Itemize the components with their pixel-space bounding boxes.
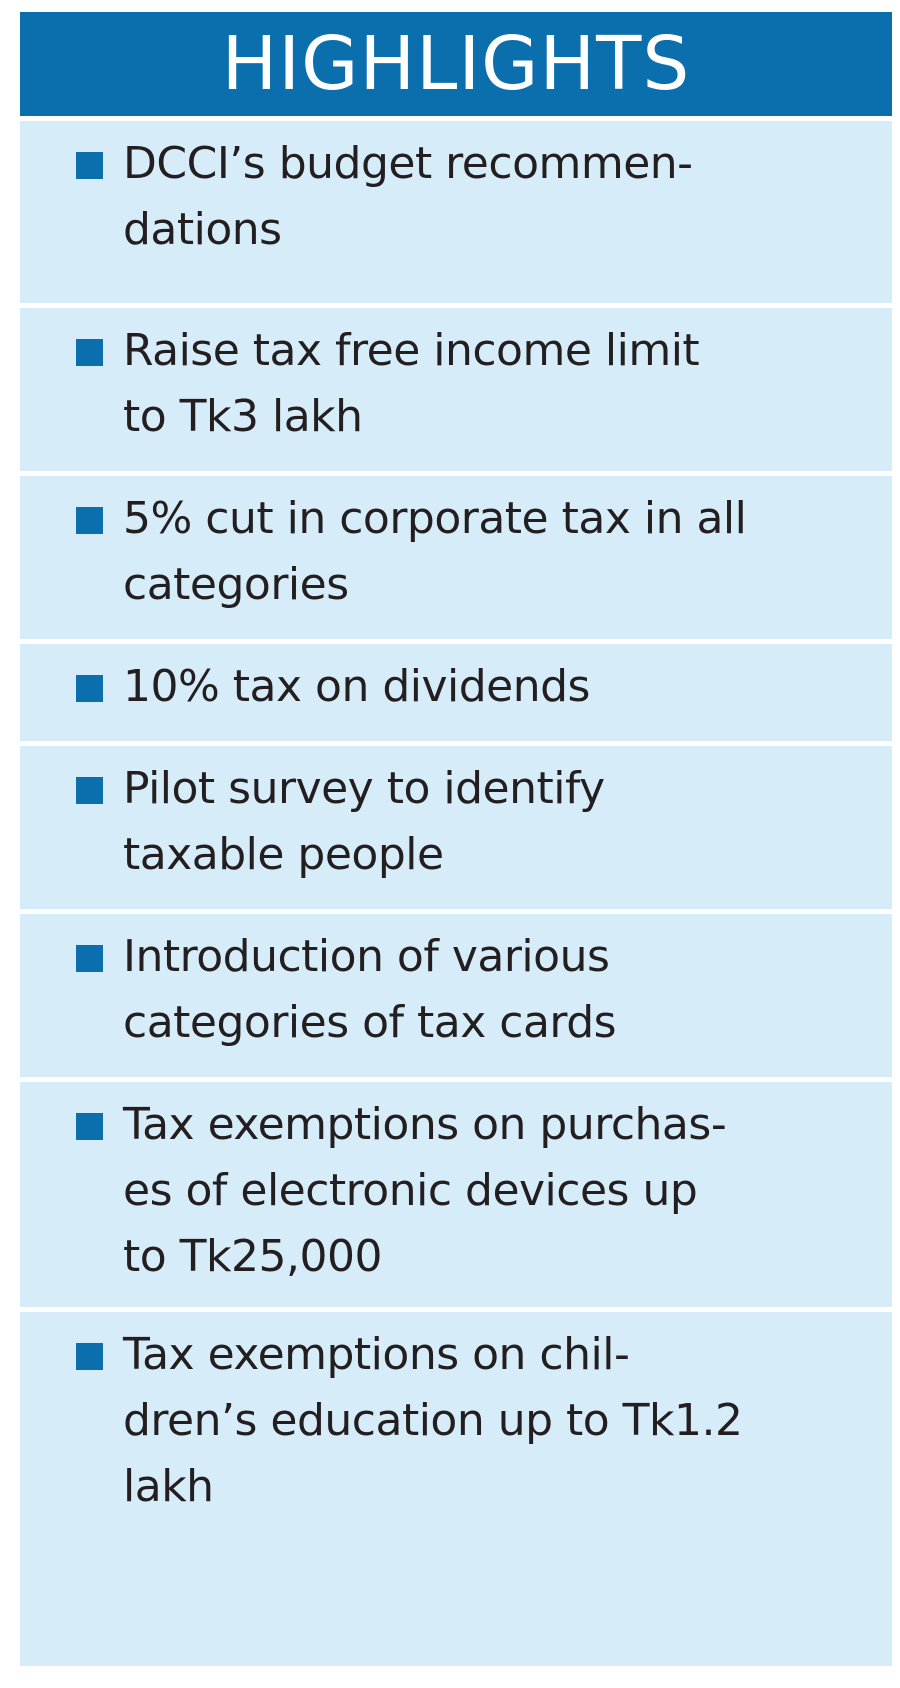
square-bullet-icon: [76, 1113, 103, 1140]
header-bar: HIGHLIGHTS: [20, 12, 892, 116]
square-bullet-icon: [76, 945, 103, 972]
highlight-text: Tax exemptions on purchas- es of electro…: [123, 1099, 727, 1282]
highlights-title: HIGHLIGHTS: [221, 21, 691, 107]
highlight-item: Introduction of various categories of ta…: [20, 909, 892, 1077]
highlight-item: Pilot survey to identify taxable people: [20, 741, 892, 909]
square-bullet-icon: [76, 1343, 103, 1370]
highlight-text: 5% cut in corporate tax in all categorie…: [123, 493, 747, 610]
highlight-text: Pilot survey to identify taxable people: [123, 763, 605, 880]
highlight-item: Raise tax free income limit to Tk3 lakh: [20, 303, 892, 471]
square-bullet-icon: [76, 339, 103, 366]
highlight-text: 10% tax on dividends: [123, 661, 590, 712]
highlight-item: Tax exemptions on chil- dren’s education…: [20, 1307, 892, 1552]
highlight-text: DCCI’s budget recommen- dations: [123, 138, 693, 255]
highlight-text: Introduction of various categories of ta…: [123, 931, 617, 1048]
highlight-item: 10% tax on dividends: [20, 639, 892, 741]
highlight-item: Tax exemptions on purchas- es of electro…: [20, 1077, 892, 1307]
square-bullet-icon: [76, 675, 103, 702]
square-bullet-icon: [76, 507, 103, 534]
highlights-box: HIGHLIGHTS DCCI’s budget recommen- datio…: [20, 12, 892, 1666]
highlight-text: Raise tax free income limit to Tk3 lakh: [123, 325, 700, 442]
square-bullet-icon: [76, 777, 103, 804]
highlight-item: DCCI’s budget recommen- dations: [20, 116, 892, 303]
highlight-item: 5% cut in corporate tax in all categorie…: [20, 471, 892, 639]
highlight-text: Tax exemptions on chil- dren’s education…: [123, 1329, 743, 1512]
square-bullet-icon: [76, 152, 103, 179]
